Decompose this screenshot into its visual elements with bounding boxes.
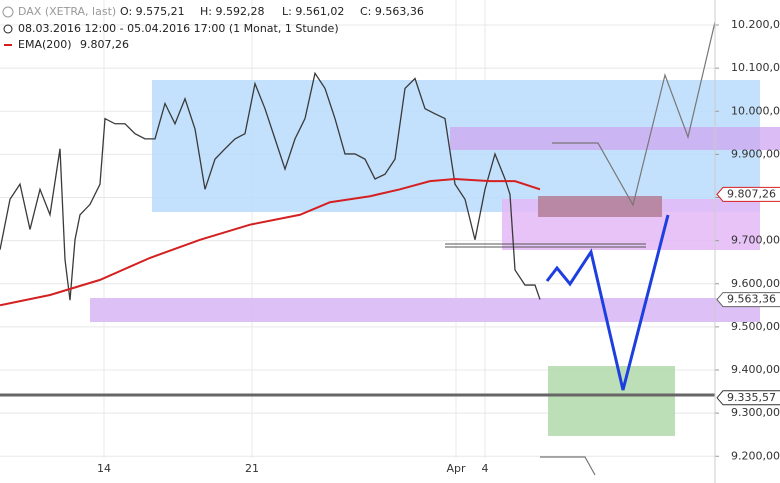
y-tick-label: 10.200,00 xyxy=(731,18,780,31)
price-line xyxy=(0,71,541,301)
y-tick-label: 9.200,00 xyxy=(731,449,780,462)
price-label: 9.335,57 xyxy=(727,391,776,404)
x-tick-label: Apr xyxy=(446,462,466,475)
zone-dark xyxy=(538,196,662,217)
y-tick-label: 9.500,00 xyxy=(731,320,780,333)
legend-value: 9.807,26 xyxy=(80,38,129,51)
y-tick-label: 9.600,00 xyxy=(731,277,780,290)
forecast-path xyxy=(552,21,716,207)
zone-purple xyxy=(450,127,780,150)
price-label: 9.563,36 xyxy=(727,293,776,306)
icon xyxy=(2,6,14,18)
ohlc: O: 9.575,21 xyxy=(120,5,185,18)
date-range: 08.03.2016 12:00 - 05.04.2016 17:00 (1 M… xyxy=(18,22,339,35)
y-tick-label: 10.100,00 xyxy=(731,61,780,74)
zone-green xyxy=(548,366,675,436)
price-label-box xyxy=(716,292,780,308)
ohlc: L: 9.561,02 xyxy=(282,5,344,18)
y-tick-label: 9.900,00 xyxy=(731,147,780,160)
y-tick-label: 9.700,00 xyxy=(731,234,780,247)
ohlc: C: 9.563,36 xyxy=(360,5,424,18)
x-tick-label: 14 xyxy=(97,462,111,475)
drawings xyxy=(0,21,780,476)
price-label-box xyxy=(716,390,780,406)
zone-purple xyxy=(90,298,760,322)
y-tick-label: 9.300,00 xyxy=(731,406,780,419)
forecast-path xyxy=(545,214,670,391)
ohlc: H: 9.592,28 xyxy=(200,5,264,18)
price-label: 9.807,26 xyxy=(727,187,776,200)
x-tick-label: 4 xyxy=(482,462,489,475)
price-label-box xyxy=(716,186,780,202)
y-tick-label: 9.400,00 xyxy=(731,363,780,376)
instrument: DAX (XETRA, last) xyxy=(18,5,116,18)
legend-label: EMA(200) xyxy=(18,38,72,51)
price-line xyxy=(0,177,541,307)
y-tick-label: 10.000,00 xyxy=(731,104,780,117)
x-tick-label: 21 xyxy=(245,462,259,475)
icon xyxy=(3,24,13,34)
forecast-path xyxy=(540,456,596,476)
